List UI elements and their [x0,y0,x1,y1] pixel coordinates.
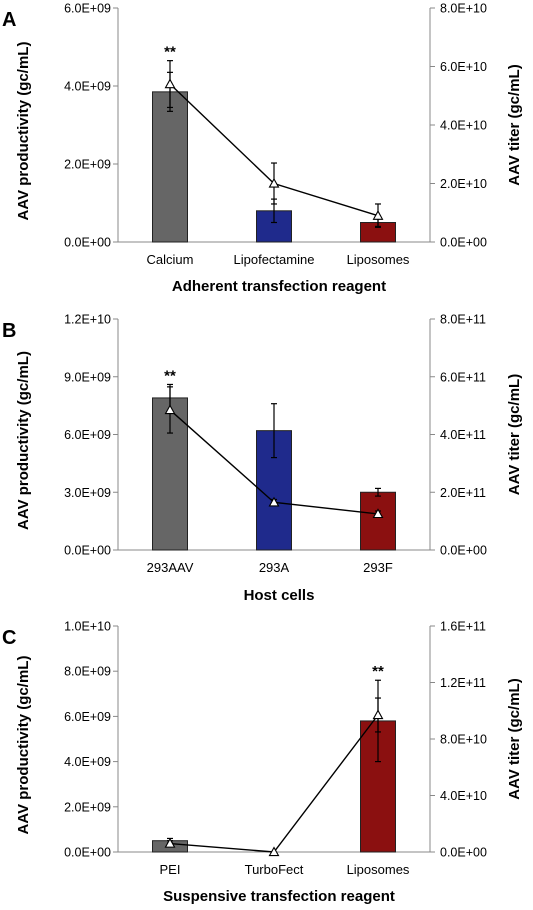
category-label: Liposomes [347,862,410,877]
left-tick-label: 0.0E+00 [64,846,111,860]
category-label: Lipofectamine [234,252,315,267]
right-axis-title: AAV titer (gc/mL) [506,374,523,495]
right-tick-label: 6.0E+10 [440,60,487,74]
left-axis-title: AAV productivity (gc/mL) [15,656,32,835]
titer-point [268,846,280,857]
x-axis-title: Adherent transfection reagent [172,278,386,295]
right-tick-label: 0.0E+00 [440,846,487,860]
left-tick-label: 6.0E+09 [64,2,111,16]
titer-point [268,177,280,188]
category-label: Calcium [147,252,194,267]
left-tick-label: 4.0E+09 [64,755,111,769]
left-axis-title: AAV productivity (gc/mL) [15,351,32,530]
significance-label: ** [164,44,176,61]
left-tick-label: 0.0E+00 [64,236,111,250]
left-tick-label: 6.0E+09 [64,428,111,442]
chart-panel-c: C 0.0E+00 2.0E+09 4.0E+09 6.0E+09 8.0E+09 1.0E… [2,620,523,906]
panel-letter: A [2,9,16,31]
right-tick-label: 8.0E+10 [440,2,487,16]
left-tick-label: 4.0E+09 [64,80,111,94]
right-tick-label: 4.0E+10 [440,789,487,803]
right-tick-label: 6.0E+11 [440,370,486,384]
panel-letter: C [2,627,16,649]
left-tick-label: 1.2E+10 [64,313,111,327]
left-tick-label: 2.0E+09 [64,800,111,814]
left-axis-title: AAV productivity (gc/mL) [15,42,32,221]
chart-panel-a: A 0.0E+00 2.0E+09 4.0E+09 6.0E+09 0.0E+00 2.0E… [2,2,523,296]
left-tick-label: 2.0E+09 [64,158,111,172]
right-axis-title: AAV titer (gc/mL) [506,64,523,185]
titer-point [164,78,176,89]
titer-point [164,404,176,415]
left-tick-label: 9.0E+09 [64,370,111,384]
bar [152,91,188,243]
right-tick-label: 2.0E+10 [440,177,487,191]
category-label: Liposomes [347,252,410,267]
left-tick-label: 6.0E+09 [64,710,111,724]
titer-point [372,508,384,519]
significance-label: ** [164,367,176,384]
right-tick-label: 0.0E+00 [440,544,487,558]
right-tick-label: 8.0E+11 [440,313,486,327]
left-tick-label: 1.0E+10 [64,620,111,634]
category-label: PEI [160,862,181,877]
category-label: 293A [259,560,290,575]
left-tick-label: 8.0E+09 [64,665,111,679]
right-axis-title: AAV titer (gc/mL) [506,678,523,799]
x-axis-title: Host cells [244,587,315,604]
category-label: TurboFect [245,862,304,877]
chart-panel-b: B 0.0E+00 3.0E+09 6.0E+09 9.0E+09 1.2E+10 0.0E… [2,313,523,605]
titer-line [169,714,379,853]
right-tick-label: 4.0E+11 [440,428,486,442]
left-tick-label: 0.0E+00 [64,544,111,558]
right-tick-label: 0.0E+00 [440,236,487,250]
right-tick-label: 2.0E+11 [440,486,486,500]
titer-point [372,210,384,220]
right-tick-label: 1.6E+11 [440,620,486,634]
significance-label: ** [372,663,384,680]
titer-point [164,837,176,848]
left-tick-label: 3.0E+09 [64,486,111,500]
x-axis-title: Suspensive transfection reagent [163,888,395,905]
right-tick-label: 8.0E+10 [440,733,487,747]
titer-point [268,496,280,507]
bar [360,491,396,551]
panel-letter: B [2,320,16,342]
right-tick-label: 1.2E+11 [440,676,486,690]
category-label: 293F [363,560,393,575]
right-tick-label: 4.0E+10 [440,119,487,133]
titer-point [372,709,384,720]
category-label: 293AAV [147,560,194,575]
